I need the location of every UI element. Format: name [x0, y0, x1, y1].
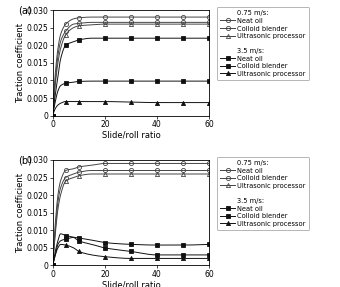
X-axis label: Slide/roll ratio: Slide/roll ratio	[102, 130, 160, 139]
Y-axis label: Traction coefficient: Traction coefficient	[16, 173, 25, 253]
Text: (b): (b)	[18, 156, 32, 166]
Y-axis label: Traction coefficient: Traction coefficient	[16, 23, 25, 103]
Legend: 0.75 m/s:, Neat oil, Colloid blender, Ultrasonic processor, , 3.5 m/s:, Neat oil: 0.75 m/s:, Neat oil, Colloid blender, Ul…	[217, 7, 309, 80]
Legend: 0.75 m/s:, Neat oil, Colloid blender, Ultrasonic processor, , 3.5 m/s:, Neat oil: 0.75 m/s:, Neat oil, Colloid blender, Ul…	[217, 157, 309, 230]
X-axis label: Slide/roll ratio: Slide/roll ratio	[102, 280, 160, 287]
Text: (a): (a)	[18, 6, 32, 16]
